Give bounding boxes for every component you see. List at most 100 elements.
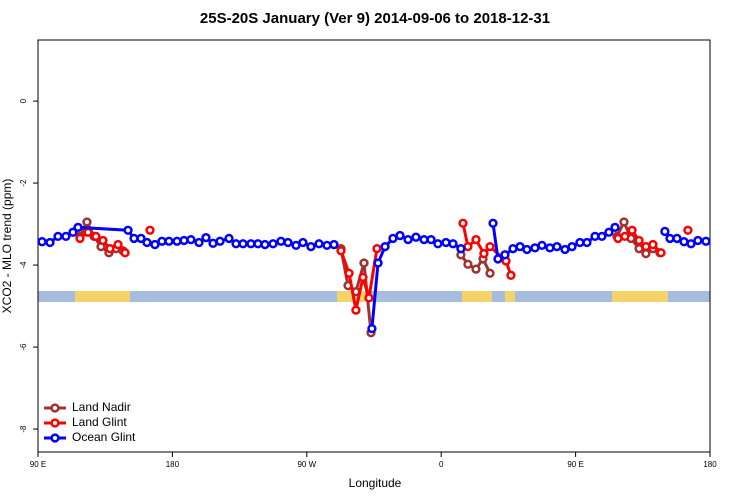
- point: [441, 237, 451, 248]
- point: [322, 240, 332, 251]
- point: [648, 239, 658, 250]
- point: [380, 241, 390, 252]
- point: [123, 225, 133, 235]
- point: [686, 239, 696, 249]
- point: [545, 243, 555, 253]
- point: [351, 305, 361, 315]
- point: [471, 264, 481, 274]
- x-axis-label: Longitude: [349, 476, 402, 490]
- point: [136, 233, 146, 244]
- point: [364, 293, 374, 303]
- point: [145, 225, 155, 235]
- point: [283, 237, 293, 248]
- point: [329, 239, 339, 250]
- point: [620, 231, 630, 242]
- point: [45, 237, 55, 248]
- legend-marker: [50, 418, 60, 428]
- point: [194, 237, 204, 248]
- point: [693, 235, 703, 246]
- land-band: [612, 291, 668, 302]
- land-band: [462, 291, 492, 302]
- legend-label: Land Nadir: [72, 400, 131, 414]
- point: [493, 254, 503, 264]
- point: [215, 236, 225, 246]
- point: [105, 244, 115, 254]
- point: [656, 248, 666, 258]
- point: [164, 236, 174, 246]
- point: [344, 268, 354, 278]
- point: [597, 231, 607, 242]
- point: [73, 222, 83, 232]
- chart-title: 25S-20S January (Ver 9) 2014-09-06 to 20…: [200, 10, 550, 27]
- point: [488, 218, 498, 228]
- point: [37, 237, 47, 247]
- point: [610, 222, 620, 232]
- y-axis-label: XCO2 - MLO trend (ppm): [0, 179, 14, 314]
- point: [358, 272, 368, 283]
- point: [463, 241, 473, 252]
- point: [83, 227, 93, 237]
- land-band: [337, 291, 368, 302]
- point: [238, 239, 248, 249]
- point: [120, 248, 130, 258]
- point: [336, 246, 346, 256]
- plot-frame: [37, 39, 711, 453]
- land-band: [505, 291, 515, 302]
- point: [403, 234, 413, 245]
- point: [367, 323, 377, 334]
- point: [201, 232, 211, 243]
- point: [306, 241, 316, 252]
- point: [448, 239, 458, 249]
- point: [634, 235, 644, 246]
- y-tick-label: -4: [19, 261, 28, 269]
- legend-marker: [50, 433, 60, 443]
- point: [314, 239, 324, 249]
- point: [683, 225, 693, 235]
- legend-label: Ocean Glint: [72, 430, 136, 444]
- point: [150, 239, 160, 250]
- point: [456, 244, 466, 254]
- point: [506, 270, 516, 280]
- point: [426, 234, 436, 245]
- point: [500, 250, 510, 260]
- point: [537, 240, 547, 251]
- point: [224, 233, 234, 244]
- point: [701, 236, 711, 246]
- point: [619, 217, 629, 227]
- point: [98, 235, 108, 246]
- point: [268, 239, 278, 249]
- x-tick-label: 180: [166, 460, 180, 469]
- point: [75, 233, 85, 244]
- point: [359, 258, 369, 268]
- point: [485, 268, 495, 278]
- point: [604, 227, 614, 237]
- x-tick-label: 90 E: [30, 460, 46, 469]
- point: [208, 238, 218, 248]
- point: [411, 232, 421, 242]
- point: [552, 241, 562, 252]
- point: [113, 239, 123, 250]
- x-tick-label: 90 E: [567, 460, 583, 469]
- x-tick-label: 90 W: [297, 460, 316, 469]
- point: [68, 227, 78, 237]
- land-band: [75, 291, 130, 302]
- point: [395, 230, 405, 241]
- point: [433, 239, 443, 249]
- point: [560, 244, 570, 255]
- point: [298, 237, 308, 248]
- point: [260, 239, 270, 250]
- point: [458, 218, 468, 228]
- point: [91, 231, 101, 242]
- y-tick-label: -2: [19, 179, 28, 187]
- point: [61, 231, 71, 242]
- point: [582, 237, 592, 248]
- point: [479, 248, 489, 259]
- point: [82, 217, 92, 227]
- point: [522, 244, 532, 255]
- point: [485, 241, 495, 252]
- legend-marker: [50, 403, 60, 413]
- y-tick-label: -8: [19, 425, 28, 433]
- legend-label: Land Glint: [72, 415, 127, 429]
- point: [641, 241, 651, 252]
